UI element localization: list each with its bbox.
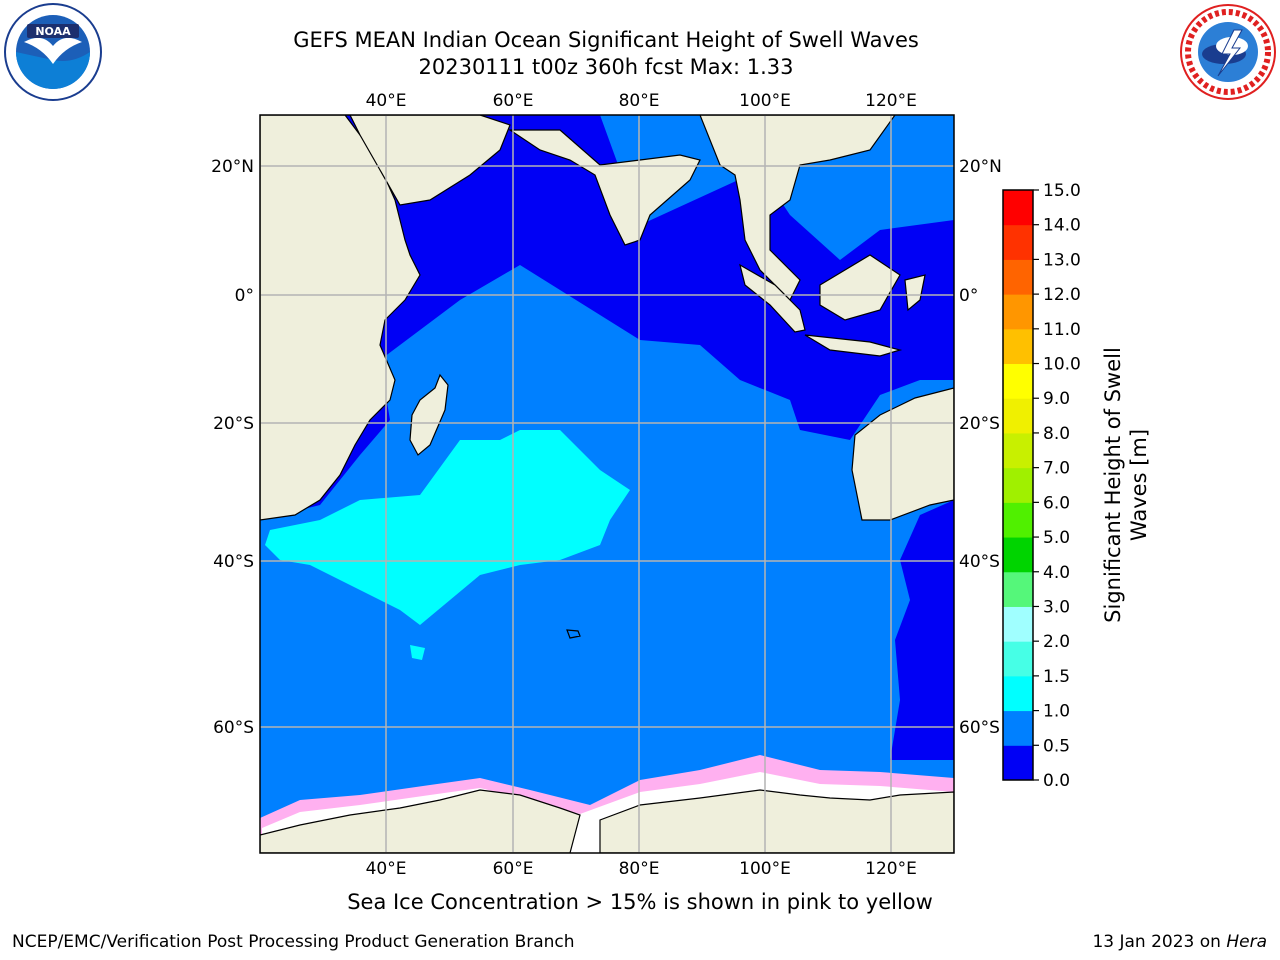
colorbar-swatch [1003, 259, 1033, 295]
lon-tick-label: 80°E [619, 91, 660, 111]
colorbar-swatch [1003, 432, 1033, 469]
lat-tick-label: 40°S [213, 552, 254, 572]
lon-tick-label: 40°E [366, 91, 407, 111]
land-southeast-asia [699, 115, 896, 302]
lat-tick-label: 20°S [959, 414, 1000, 434]
colorbar-tick-label: 1.0 [1043, 702, 1070, 722]
noaa-logo: NOAA [4, 3, 102, 101]
colorbar-swatch [1003, 467, 1033, 503]
colorbar-swatch [1003, 398, 1033, 434]
colorbar-tick-label: 6.0 [1043, 493, 1070, 513]
colorbar-swatch [1003, 710, 1033, 746]
footer-credit: NCEP/EMC/Verification Post Processing Pr… [12, 932, 575, 952]
colorbar-swatch [1003, 190, 1033, 226]
colorbar-tick-label: 3.0 [1043, 597, 1070, 617]
land-arabia [349, 115, 511, 206]
lat-tick-label: 20°N [211, 157, 254, 177]
lat-tick-label: 0° [235, 286, 254, 306]
low-swell-southeast-region [890, 500, 954, 760]
footer-host: Hera [1226, 932, 1267, 952]
lat-tick-label: 40°S [959, 552, 1000, 572]
colorbar-tick-label: 9.0 [1043, 389, 1070, 409]
colorbar-tick-label: 8.0 [1043, 424, 1070, 444]
land-madagascar [409, 373, 449, 456]
colorbar-tick-label: 14.0 [1043, 216, 1081, 236]
lat-tick-label: 60°S [213, 718, 254, 738]
land-antarctica [260, 789, 954, 853]
colorbar-tick-label: 15.0 [1043, 181, 1081, 201]
colorbar-swatch [1003, 641, 1033, 677]
tick-labels: 40°E 40°E 60°E 60°E 80°E 80°E 100°E 100°E 120°E 1… [211, 91, 1002, 879]
svg-text:NOAA: NOAA [35, 25, 71, 38]
colorbar-swatch [1003, 363, 1033, 399]
colorbar-swatch [1003, 537, 1033, 573]
colorbar-tick-label: 1.5 [1043, 667, 1070, 687]
colorbar-tick-label: 0.5 [1043, 736, 1070, 756]
chart-title: GEFS MEAN Indian Ocean Significant Heigh… [293, 28, 919, 52]
land-africa [260, 115, 421, 521]
colorbar-swatch [1003, 606, 1033, 642]
colorbar-tick-label: 4.0 [1043, 563, 1070, 583]
footer-date: 13 Jan 2023 on Hera [1092, 932, 1267, 952]
lat-tick-label: 0° [959, 286, 978, 306]
colorbar-tick-label: 10.0 [1043, 355, 1081, 375]
land-australia [851, 387, 954, 521]
colorbar-label: Significant Height of Swell Waves [m] [1100, 325, 1160, 645]
colorbar-tick-label: 13.0 [1043, 250, 1081, 270]
colorbar-swatch [1003, 675, 1033, 712]
colorbar-swatch [1003, 224, 1033, 260]
colorbar-tick-label: 12.0 [1043, 285, 1081, 305]
lon-tick-label: 120°E [865, 859, 917, 879]
chart-subtitle: 20230111 t00z 360h fcst Max: 1.33 [418, 55, 794, 79]
lat-tick-label: 20°S [213, 414, 254, 434]
colorbar-swatch [1003, 571, 1033, 607]
lon-tick-label: 60°E [493, 91, 534, 111]
lon-tick-label: 40°E [366, 859, 407, 879]
colorbar-tick-label: 5.0 [1043, 528, 1070, 548]
colorbar-swatch [1003, 294, 1033, 330]
colorbar-tick-label: 7.0 [1043, 459, 1070, 479]
lon-tick-label: 120°E [865, 91, 917, 111]
lon-tick-label: 100°E [739, 91, 791, 111]
kerguelen-island [566, 629, 581, 639]
lat-tick-label: 60°S [959, 718, 1000, 738]
sea-ice-caption: Sea Ice Concentration > 15% is shown in … [347, 890, 933, 914]
lon-tick-label: 80°E [619, 859, 660, 879]
colorbar-label-line1: Significant Height of Swell [1101, 347, 1125, 623]
colorbar-frame [1002, 189, 1034, 781]
colorbar: 0.0 0.5 1.0 1.5 2.0 3.0 4.0 5.0 6.0 7.0 8.0 9.0 10.0… [1002, 181, 1081, 791]
colorbar-label-line2: Waves [m] [1127, 428, 1151, 542]
land-borneo [819, 254, 901, 321]
lon-tick-label: 100°E [739, 859, 791, 879]
land-sulawesi [904, 274, 926, 312]
gridlines [260, 115, 954, 853]
colorbar-swatch [1003, 745, 1033, 781]
land-india [508, 129, 701, 246]
colorbar-swatch [1003, 502, 1033, 538]
lon-tick-label: 60°E [493, 859, 534, 879]
colorbar-tick-label: 2.0 [1043, 632, 1070, 652]
colorbar-tick-label: 0.0 [1043, 771, 1070, 791]
map-area [260, 115, 954, 853]
land-sumatra [739, 263, 806, 333]
footer-date-text: 13 Jan 2023 on [1092, 932, 1227, 952]
colorbar-swatch [1003, 328, 1033, 365]
colorbar-tick-label: 11.0 [1043, 320, 1081, 340]
swell-1.0-1.5-patch [410, 645, 425, 660]
swell-1.0-1.5-region [265, 430, 630, 625]
lat-tick-label: 20°N [959, 157, 1002, 177]
map-frame [259, 114, 955, 854]
land-java [804, 334, 903, 357]
nws-logo [1180, 4, 1276, 100]
low-swell-north-region [260, 115, 954, 520]
